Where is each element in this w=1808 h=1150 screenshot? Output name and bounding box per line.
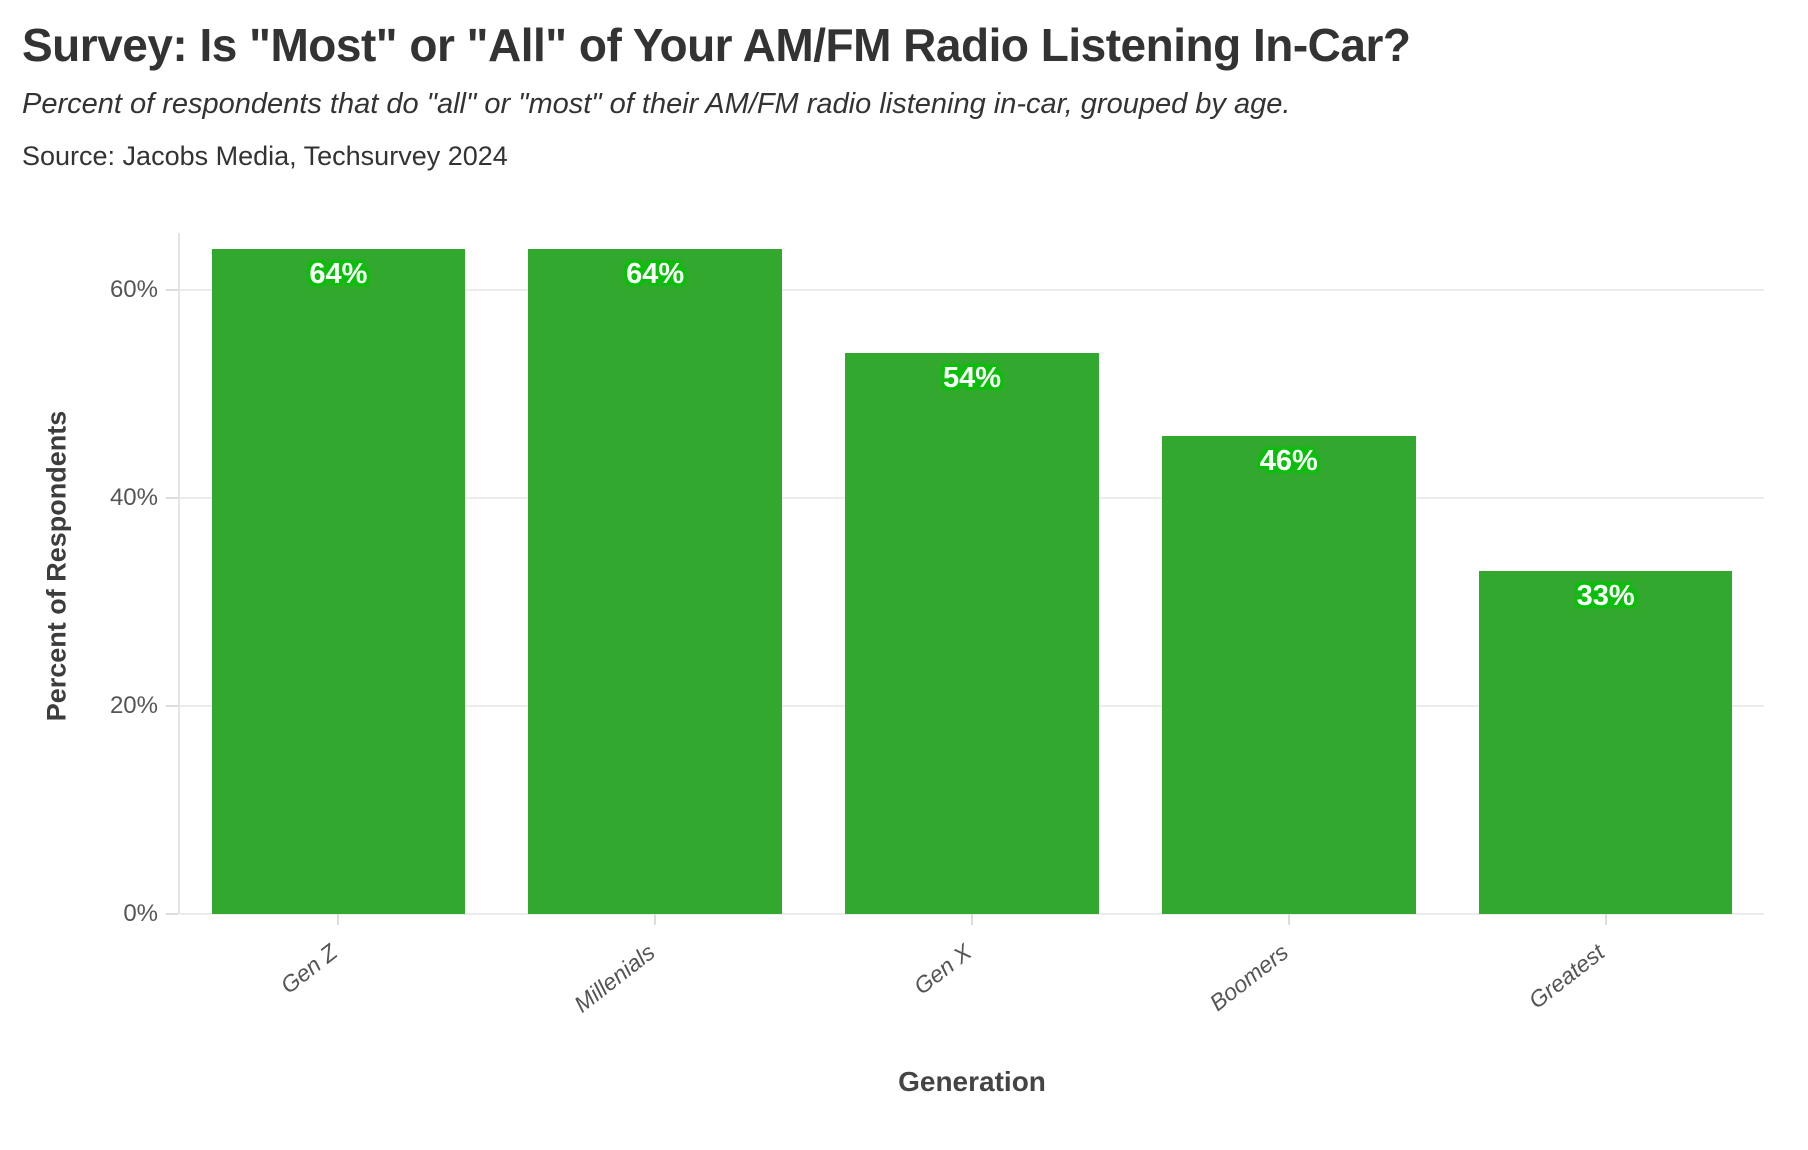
plot-area: 0% 20% 40% 60% 64% Gen Z 64% Millenials 54% Gen X… (110, 233, 1764, 1017)
x-tick-mark (337, 914, 340, 925)
chart-source: Source: Jacobs Media, Techsurvey 2024 (22, 141, 508, 171)
y-tick-mark (166, 497, 178, 500)
bar-value-label: 46% (1259, 444, 1318, 477)
y-tick-mark (166, 289, 178, 292)
y-tick-label: 20% (109, 692, 158, 720)
bar-millenials (528, 248, 782, 914)
x-tick-label: Gen X (908, 938, 977, 1000)
bar-value-label: 64% (309, 257, 368, 290)
bar-value-label: 54% (942, 361, 1001, 394)
x-axis-title: Generation (898, 1066, 1046, 1097)
x-tick-mark (971, 914, 973, 925)
y-tick-mark (166, 913, 178, 915)
x-tick-label: Gen Z (276, 938, 343, 999)
y-tick-label: 60% (109, 276, 158, 304)
bar-gen-x (845, 352, 1099, 914)
bar-greatest (1478, 570, 1733, 914)
y-tick-label: 0% (123, 900, 158, 927)
x-tick-mark (1604, 914, 1607, 925)
y-axis-title: Percent of Respondents (41, 410, 72, 722)
y-tick-mark (166, 705, 178, 708)
gridline (180, 289, 1764, 292)
x-tick-label: Millenials (568, 938, 660, 1018)
x-tick-mark (1287, 914, 1290, 925)
y-tick-label: 40% (109, 484, 158, 512)
y-axis-line (178, 233, 180, 914)
x-tick-label: Boomers (1204, 938, 1293, 1016)
bar-value-label: 64% (626, 257, 685, 290)
x-tick-label: Greatest (1524, 938, 1610, 1014)
chart-title: Survey: Is "Most" or "All" of Your AM/FM… (22, 19, 1411, 71)
bar-value-label: 33% (1576, 579, 1635, 612)
chart-subtitle: Percent of respondents that do "all" or … (22, 88, 1291, 120)
bar-gen-z (211, 248, 466, 914)
x-tick-mark (654, 914, 657, 925)
bar-boomers (1162, 435, 1416, 914)
